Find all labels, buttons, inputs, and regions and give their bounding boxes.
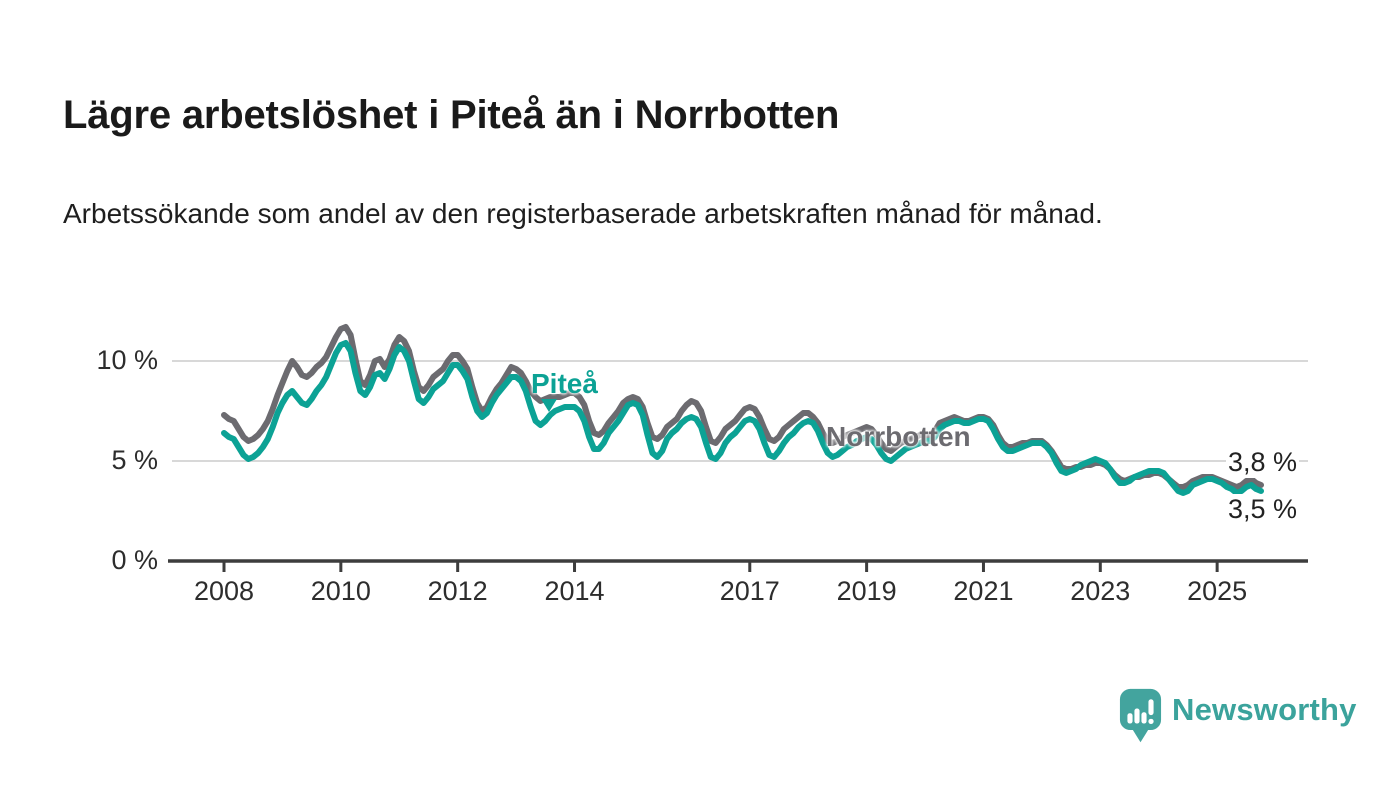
- end-value-pitea: 3,5 %: [1226, 494, 1300, 525]
- newsworthy-logo: Newsworthy: [1119, 688, 1357, 745]
- pitea-arrow-down-icon: [541, 399, 557, 412]
- x-axis-label: 2021: [953, 576, 1014, 606]
- newsworthy-logo-icon: [1119, 688, 1162, 743]
- y-axis-label: 5 %: [111, 445, 158, 475]
- x-axis-label: 2010: [310, 576, 371, 606]
- newsworthy-logo-text: Newsworthy: [1172, 692, 1357, 727]
- x-axis-label: 2019: [836, 576, 897, 606]
- x-axis-label: 2014: [544, 576, 605, 606]
- x-axis-label: 2017: [719, 576, 780, 606]
- x-axis-label: 2012: [427, 576, 488, 606]
- series-label-pitea: Piteå: [531, 368, 598, 399]
- series-line-pite: [221, 340, 1264, 496]
- end-value-norrbotten: 3,8 %: [1226, 447, 1300, 478]
- chart-title: Lägre arbetslöshet i Piteå än i Norrbott…: [63, 92, 840, 137]
- x-axis-label: 2025: [1187, 576, 1248, 606]
- x-axis-label: 2008: [193, 576, 255, 606]
- y-axis-label: 0 %: [111, 545, 158, 575]
- x-axis-label: 2023: [1070, 576, 1131, 606]
- chart-subtitle: Arbetssökande som andel av den registerb…: [63, 198, 1103, 229]
- y-axis-label: 10 %: [96, 345, 158, 375]
- series-label-norrbotten: Norrbotten: [826, 421, 971, 452]
